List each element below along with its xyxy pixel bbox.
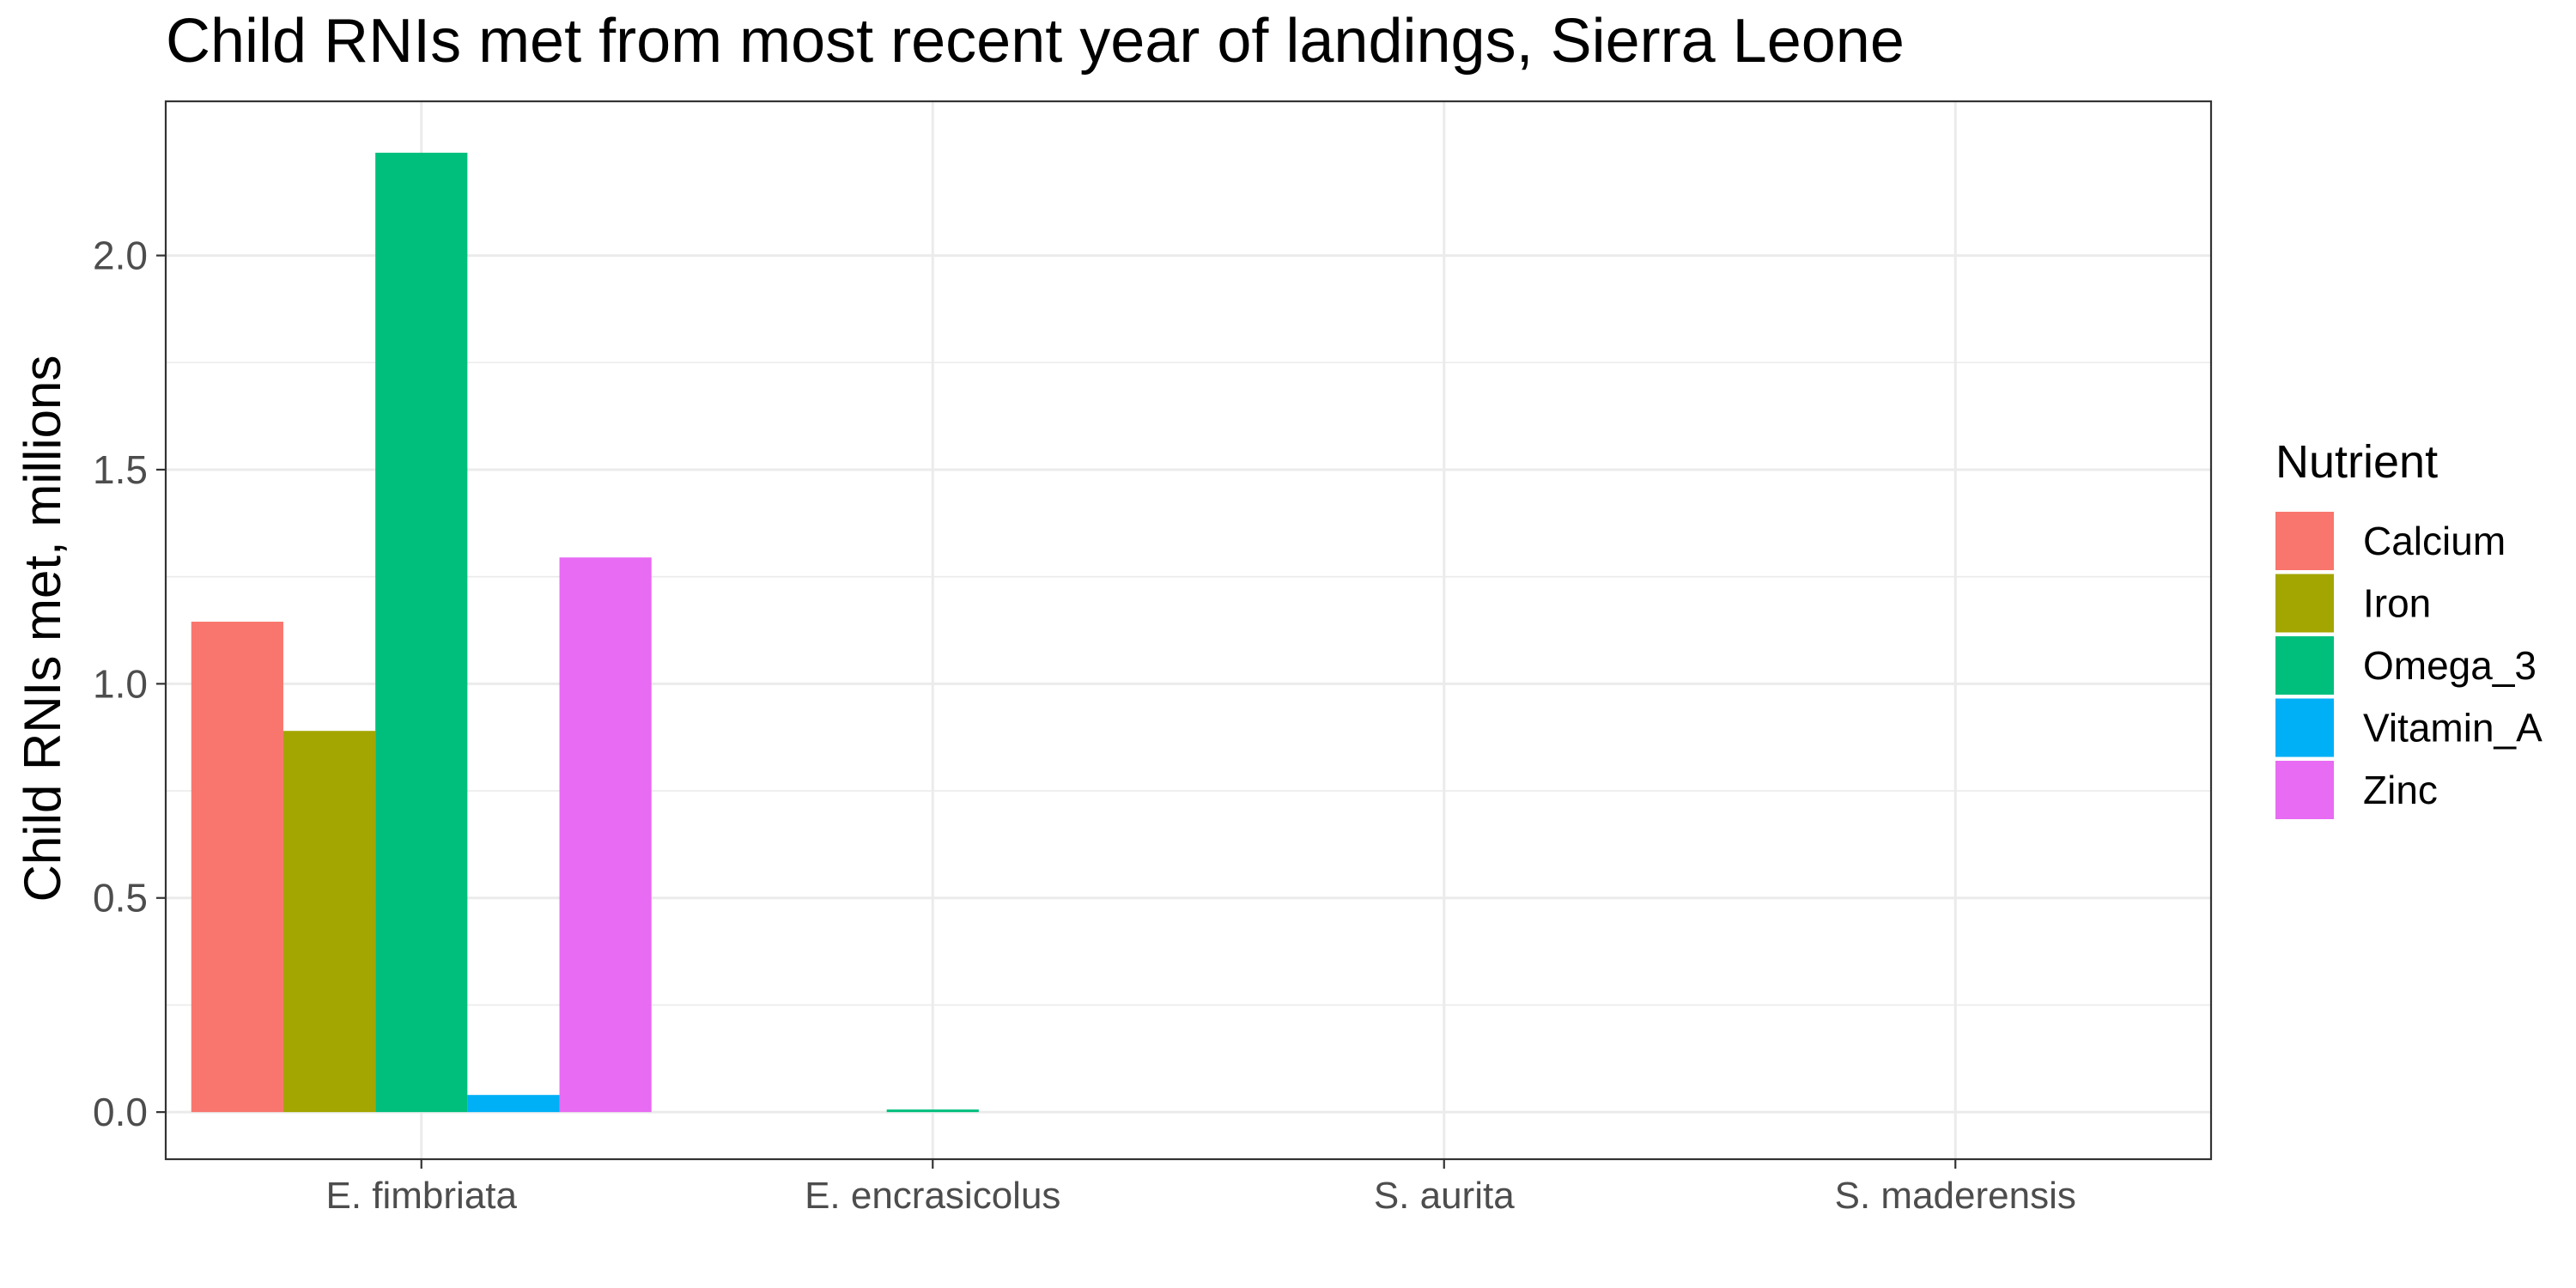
bar-iron-1 <box>283 731 376 1113</box>
legend: Calcium Iron Omega_3 Vitamin_A Zinc <box>2275 512 2543 819</box>
bar-vitamin-a-1 <box>467 1095 560 1113</box>
legend-label: Iron <box>2363 581 2431 626</box>
bar-calcium-1 <box>191 622 283 1113</box>
legend-key-calcium <box>2275 512 2334 570</box>
legend-key-iron <box>2275 574 2334 633</box>
legend-label: Calcium <box>2363 519 2506 563</box>
plot-border <box>164 100 2213 1161</box>
y-tick-label: 1.5 <box>93 447 148 492</box>
y-tick-label: 2.0 <box>93 234 148 278</box>
legend-label: Vitamin_A <box>2363 706 2543 750</box>
y-axis-ticks: 0.0 0.5 1.0 1.5 2.0 <box>93 234 166 1134</box>
y-axis-label: Child RNIs met, millions <box>14 355 71 902</box>
x-tick-label: E. encrasicolus <box>805 1175 1060 1217</box>
gridlines <box>166 101 2211 1159</box>
bar-omega-3-2 <box>886 1109 979 1113</box>
bars <box>191 152 979 1113</box>
bar-omega-3-1 <box>375 152 468 1113</box>
bar-zinc-1 <box>559 557 652 1113</box>
x-tick-label: S. maderensis <box>1835 1175 2076 1217</box>
legend-title: Nutrient <box>2275 436 2438 488</box>
x-tick-label: E. fimbriata <box>325 1175 517 1217</box>
x-axis-ticks: E. fimbriata E. encrasicolus S. aurita S. m… <box>325 1159 2076 1217</box>
y-tick-label: 1.0 <box>93 661 148 706</box>
x-tick-label: S. aurita <box>1374 1175 1515 1217</box>
y-tick-label: 0.0 <box>93 1090 148 1134</box>
legend-label: Omega_3 <box>2363 643 2537 688</box>
legend-label: Zinc <box>2363 768 2438 812</box>
legend-key-omega-3 <box>2275 636 2334 695</box>
y-tick-label: 0.5 <box>93 876 148 920</box>
plot-panel <box>166 101 2211 1159</box>
legend-key-vitamin-a <box>2275 698 2334 757</box>
chart-title: Child RNIs met from most recent year of … <box>166 7 1905 76</box>
legend-key-zinc <box>2275 761 2334 819</box>
